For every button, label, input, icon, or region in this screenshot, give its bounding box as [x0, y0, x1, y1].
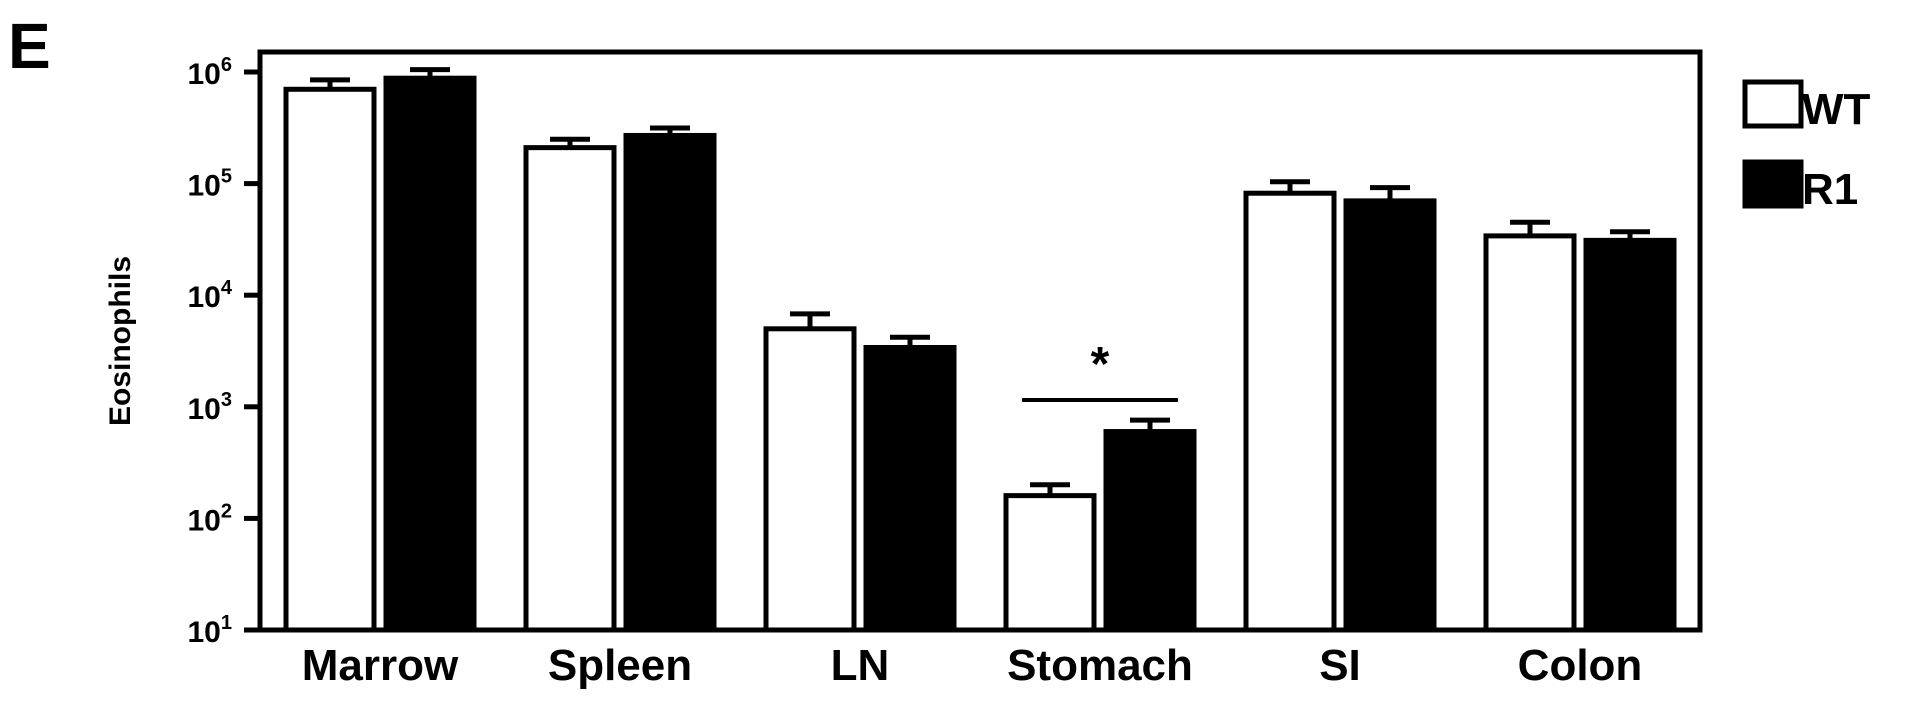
legend-label-wt: WT — [1802, 85, 1871, 134]
y-tick-base: 10 — [188, 281, 221, 314]
y-tick-label: 105 — [188, 166, 233, 203]
y-tick-base: 10 — [188, 58, 221, 91]
plot-frame — [257, 49, 1703, 633]
y-tick-label: 101 — [188, 612, 233, 649]
bar-r1-si — [1343, 198, 1437, 633]
y-tick-exponent: 3 — [221, 389, 232, 411]
y-tick-label: 106 — [188, 54, 233, 91]
bar-wt-stomach — [1003, 493, 1097, 633]
bar-wt-marrow — [283, 86, 377, 633]
bar-r1-marrow — [383, 75, 477, 633]
bar-r1-colon — [1583, 237, 1677, 633]
category-label-stomach: Stomach — [1007, 641, 1193, 690]
y-tick-base: 10 — [188, 616, 221, 649]
legend: WT R1 — [1742, 79, 1871, 214]
y-tick-label: 104 — [188, 277, 233, 314]
bars — [283, 67, 1677, 633]
legend-label-r1: R1 — [1802, 165, 1858, 214]
y-axis-label: Eosinophils — [104, 256, 137, 426]
category-label-ln: LN — [831, 641, 890, 690]
legend-swatch-wt — [1742, 79, 1804, 129]
y-tick-exponent: 6 — [221, 54, 232, 76]
bar-wt-si — [1243, 190, 1337, 633]
significance-star: * — [1091, 338, 1110, 391]
bar-r1-spleen — [623, 132, 717, 633]
bar-wt-spleen — [523, 145, 617, 633]
category-label-spleen: Spleen — [548, 641, 692, 690]
y-tick-base: 10 — [188, 504, 221, 537]
y-tick-exponent: 5 — [221, 166, 232, 188]
y-tick-exponent: 2 — [221, 500, 232, 522]
y-tick-exponent: 1 — [221, 612, 232, 634]
y-tick-exponent: 4 — [221, 277, 233, 299]
y-tick-label: 102 — [188, 500, 233, 537]
category-label-colon: Colon — [1518, 641, 1643, 690]
bar-wt-ln — [763, 326, 857, 633]
bar-r1-ln — [863, 344, 957, 633]
y-tick-base: 10 — [188, 393, 221, 426]
category-label-marrow: Marrow — [302, 641, 459, 690]
bar-wt-colon — [1483, 233, 1577, 633]
y-tick-label: 103 — [188, 389, 233, 426]
bar-r1-stomach — [1103, 429, 1197, 633]
y-tick-base: 10 — [188, 170, 221, 203]
category-label-si: SI — [1319, 641, 1361, 690]
panel-letter: E — [8, 10, 51, 82]
legend-swatch-r1 — [1742, 159, 1804, 209]
annotations: * — [1022, 338, 1178, 402]
